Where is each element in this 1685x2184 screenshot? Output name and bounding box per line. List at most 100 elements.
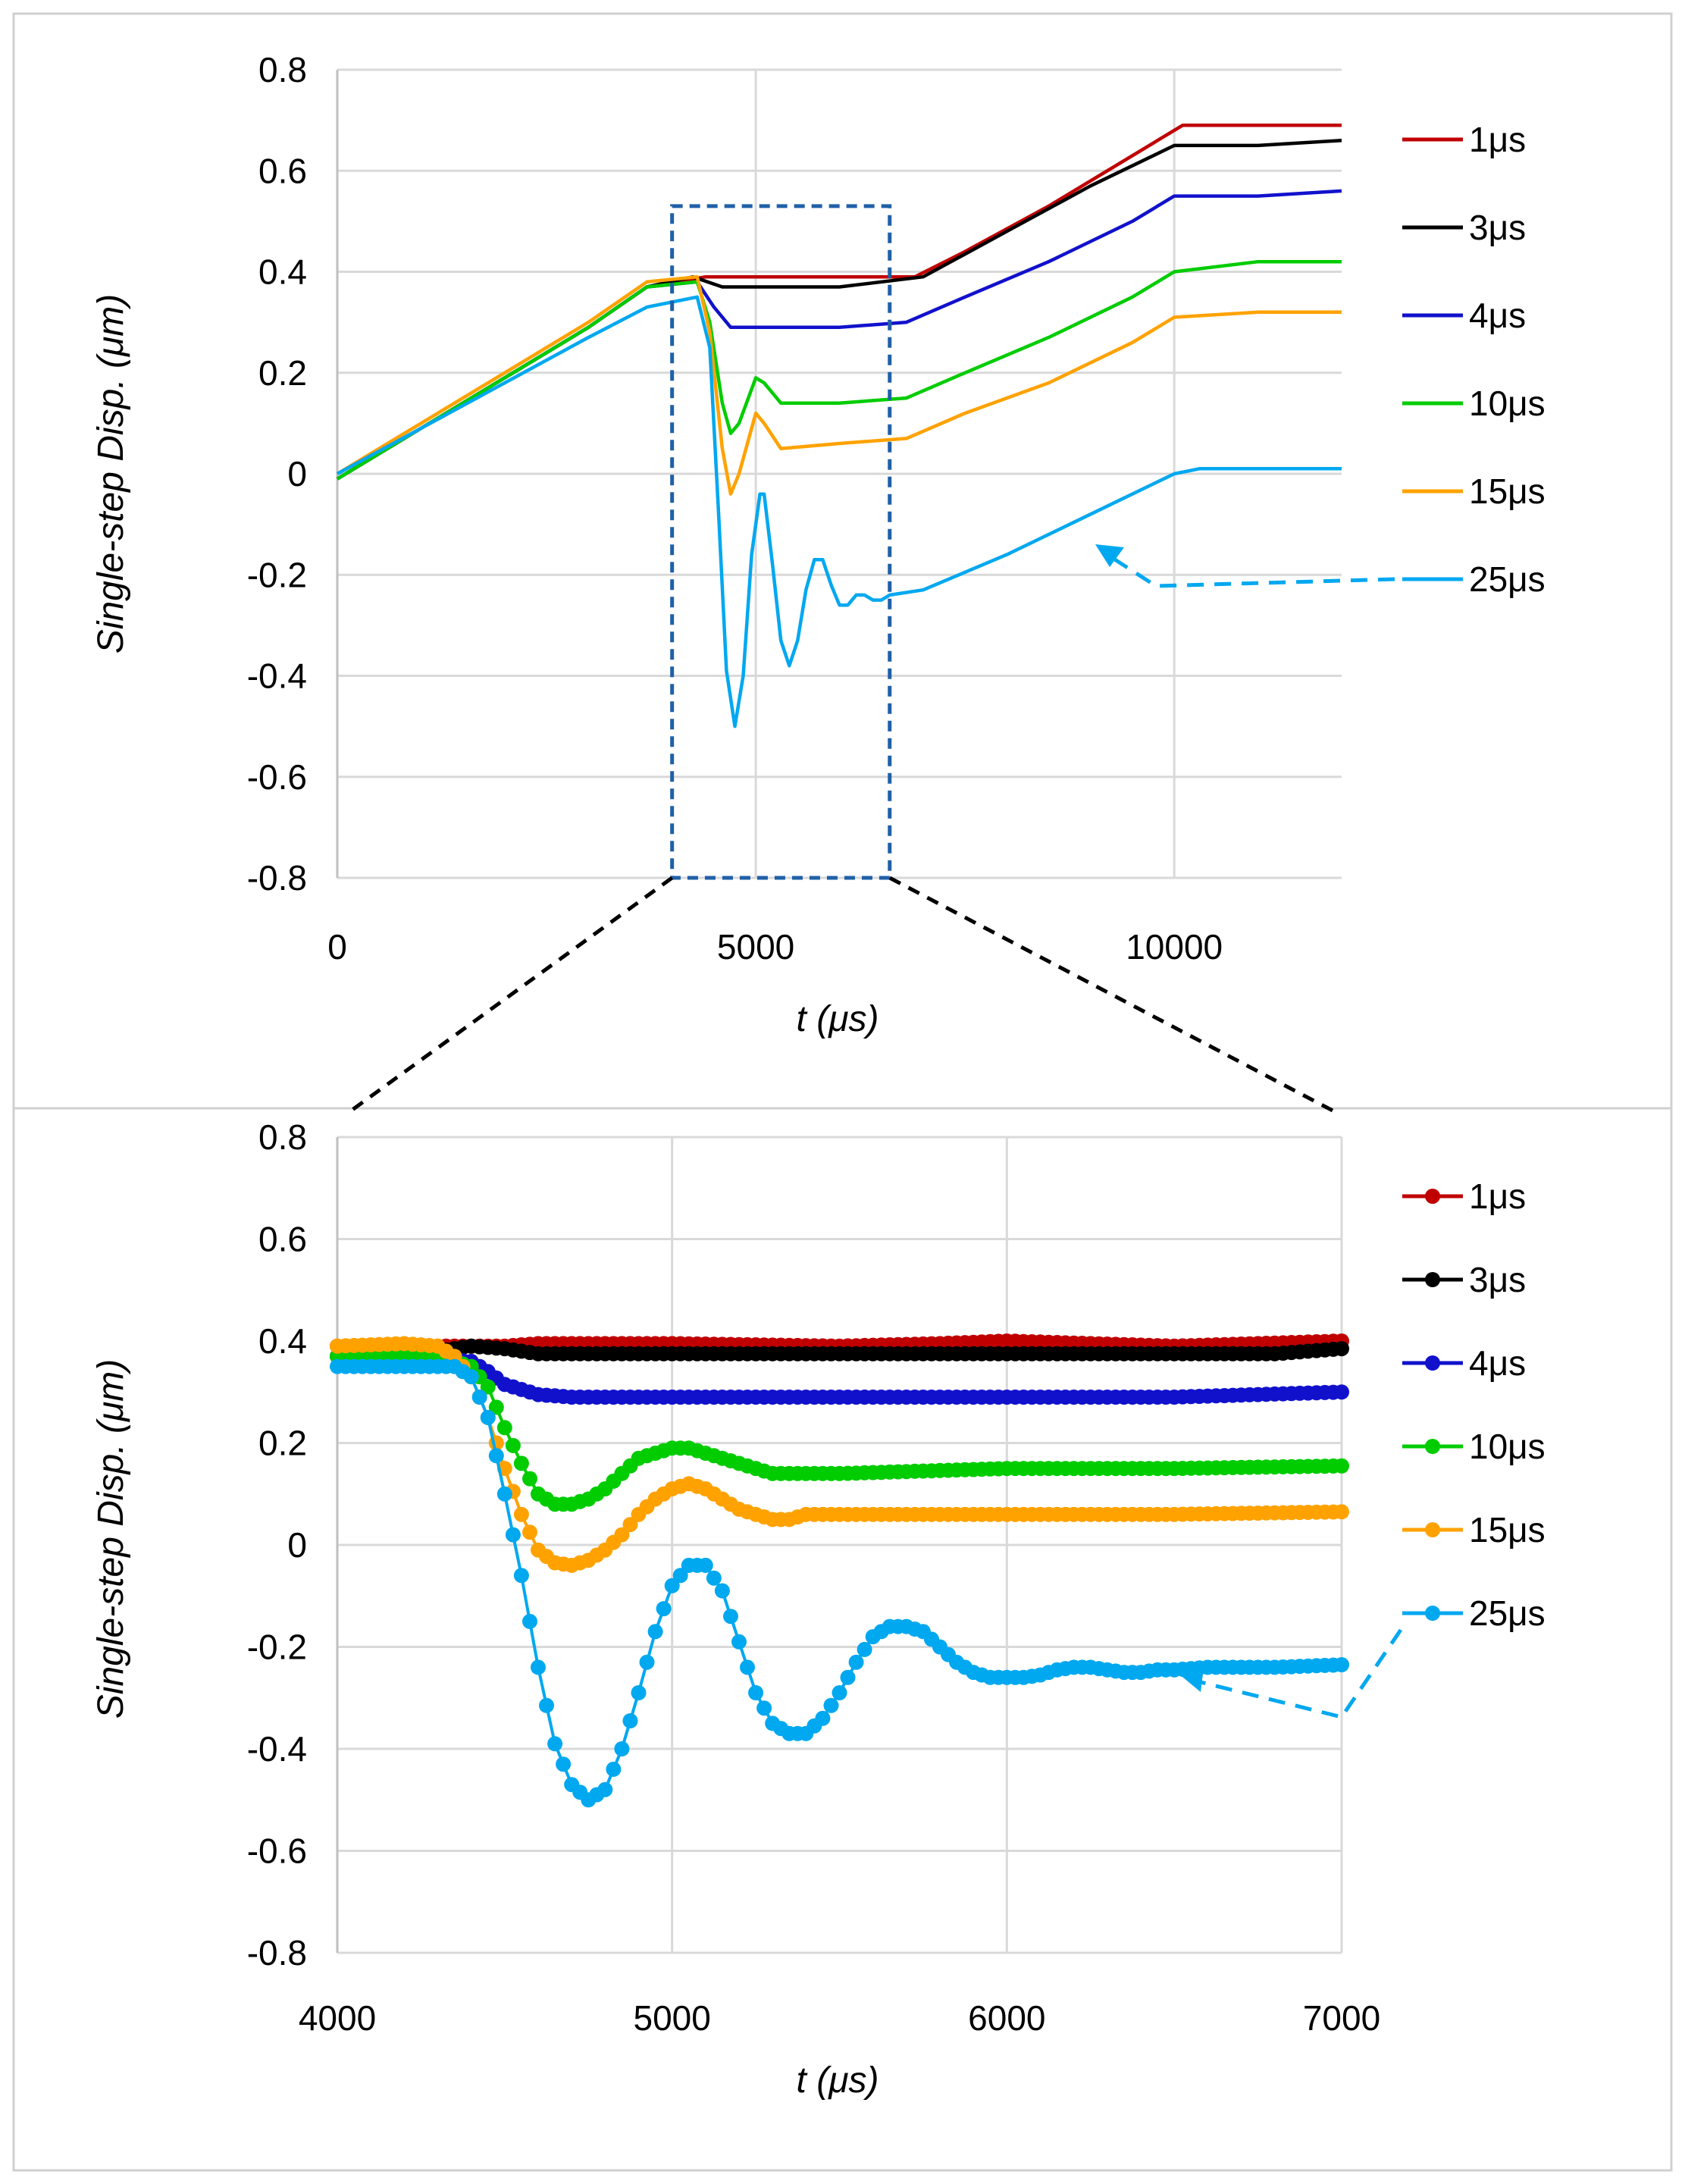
series-marker-15μs	[614, 1527, 630, 1543]
top-y-axis-title: Single-step Disp. (μm)	[91, 294, 131, 653]
x-tick-label: 5000	[633, 1998, 710, 2038]
series-marker-25μs	[748, 1685, 764, 1700]
series-marker-15μs	[1334, 1504, 1349, 1520]
series-marker-25μs	[664, 1578, 680, 1593]
series-marker-25μs	[622, 1713, 638, 1728]
series-marker-25μs	[631, 1685, 647, 1700]
annotation-dashed-arrow	[1197, 1628, 1403, 1719]
legend-label: 10μs	[1469, 1427, 1546, 1466]
series-line-25μs	[336, 295, 1342, 729]
y-tick-label: 0.2	[258, 353, 307, 393]
legend-marker	[1425, 1439, 1440, 1454]
series-marker-25μs	[531, 1659, 546, 1675]
legend-entry: 3μs	[1402, 208, 1526, 247]
series-marker-25μs	[539, 1697, 554, 1713]
series-marker-10μs	[1334, 1458, 1349, 1474]
series-marker-10μs	[488, 1399, 504, 1415]
series-marker-10μs	[522, 1471, 537, 1487]
legend-marker	[1425, 1522, 1440, 1537]
series-marker-25μs	[505, 1527, 521, 1543]
y-tick-label: 0.4	[258, 252, 307, 292]
legend-label: 4μs	[1469, 1343, 1526, 1383]
annotation-dashed-arrow	[1110, 555, 1395, 588]
series-marker-25μs	[513, 1568, 529, 1584]
series-marker-25μs	[848, 1654, 864, 1670]
legend-label: 10μs	[1469, 384, 1546, 423]
bottom-y-tick-labels: -0.8 -0.6 -0.4 -0.2 0 0.2 0.4 0.6 0.8	[247, 1117, 307, 1972]
legend-entry: 15μs	[1402, 1510, 1546, 1549]
y-tick-label: 0.2	[258, 1424, 307, 1463]
series-marker-15μs	[622, 1517, 638, 1533]
series-marker-25μs	[556, 1756, 572, 1772]
top-series-layer	[336, 124, 1342, 729]
zoom-indicator	[349, 204, 1336, 1114]
legend-label: 1μs	[1469, 1177, 1526, 1216]
series-marker-25μs	[740, 1659, 755, 1675]
series-marker-25μs	[597, 1781, 613, 1797]
legend-label: 3μs	[1469, 208, 1526, 247]
bottom-legend: 1μs 3μs 4μs 10μs 15μs 25μs	[1402, 1177, 1546, 1633]
legend-label: 3μs	[1469, 1260, 1526, 1299]
legend-entry: 25μs	[1402, 559, 1546, 599]
series-line-10μs	[336, 259, 1342, 481]
legend-entry: 25μs	[1402, 1593, 1546, 1633]
series-marker-25μs	[815, 1710, 831, 1726]
legend-label: 15μs	[1469, 1510, 1546, 1549]
legend-marker	[1425, 1355, 1440, 1371]
series-marker-25μs	[480, 1409, 496, 1425]
series-marker-25μs	[714, 1583, 730, 1599]
y-tick-label: -0.4	[247, 1729, 307, 1769]
x-tick-label: 10000	[1126, 927, 1223, 967]
series-marker-10μs	[505, 1437, 521, 1453]
y-tick-label: -0.6	[247, 1831, 307, 1871]
legend-label: 25μs	[1469, 559, 1546, 599]
series-marker-25μs	[614, 1741, 630, 1756]
x-tick-label: 0	[327, 927, 347, 967]
y-tick-label: 0.6	[258, 151, 307, 190]
bottom-chart: -0.8 -0.6 -0.4 -0.2 0 0.2 0.4 0.6 0.8 4000 5000 60…	[91, 1117, 1546, 2101]
legend-label: 15μs	[1469, 472, 1546, 511]
series-marker-10μs	[496, 1420, 512, 1436]
series-marker-25μs	[463, 1369, 479, 1385]
series-marker-25μs	[672, 1568, 688, 1584]
y-tick-label: 0	[287, 1525, 307, 1565]
x-tick-label: 6000	[968, 1998, 1045, 2038]
legend-entry: 10μs	[1402, 1427, 1546, 1466]
series-marker-25μs	[823, 1697, 839, 1713]
y-tick-label: -0.8	[247, 1933, 307, 1972]
top-chart: -0.8 -0.6 -0.4 -0.2 0 0.2 0.4 0.6 0.8 0 5000 10000…	[91, 50, 1546, 1039]
y-tick-label: -0.6	[247, 757, 307, 797]
y-tick-label: 0.4	[258, 1321, 307, 1361]
zoom-rectangle	[670, 204, 892, 880]
series-marker-25μs	[639, 1654, 655, 1670]
legend-entry: 1μs	[1402, 1177, 1526, 1216]
y-tick-label: -0.2	[247, 1628, 307, 1667]
annotation-arrowhead	[1179, 1668, 1204, 1692]
series-marker-15μs	[522, 1524, 537, 1540]
bottom-series-layer	[330, 1333, 1349, 1808]
top-annotation-arrow	[1095, 544, 1395, 588]
series-marker-25μs	[697, 1557, 713, 1573]
series-marker-25μs	[731, 1634, 747, 1650]
series-marker-25μs	[857, 1641, 872, 1657]
x-tick-label: 7000	[1303, 1998, 1380, 2038]
bottom-annotation-arrow	[1179, 1628, 1403, 1719]
y-tick-label: -0.4	[247, 656, 307, 696]
legend-label: 1μs	[1469, 120, 1526, 159]
series-line-15μs	[336, 274, 1342, 496]
x-tick-label: 4000	[299, 1998, 376, 2038]
legend-label: 4μs	[1469, 296, 1526, 335]
legend-entry: 3μs	[1402, 1260, 1526, 1299]
series-marker-25μs	[488, 1448, 504, 1464]
series-marker-25μs	[723, 1609, 738, 1625]
bottom-x-tick-labels: 4000 5000 6000 7000	[299, 1998, 1380, 2038]
y-tick-label: 0.8	[258, 50, 307, 89]
y-tick-label: 0.6	[258, 1220, 307, 1259]
series-marker-10μs	[480, 1379, 496, 1395]
y-tick-label: -0.8	[247, 858, 307, 898]
series-marker-25μs	[1334, 1657, 1349, 1672]
y-tick-label: 0.8	[258, 1117, 307, 1157]
series-marker-25μs	[756, 1700, 772, 1716]
legend-entry: 4μs	[1402, 1343, 1526, 1383]
bottom-gridlines	[336, 1136, 1343, 1954]
